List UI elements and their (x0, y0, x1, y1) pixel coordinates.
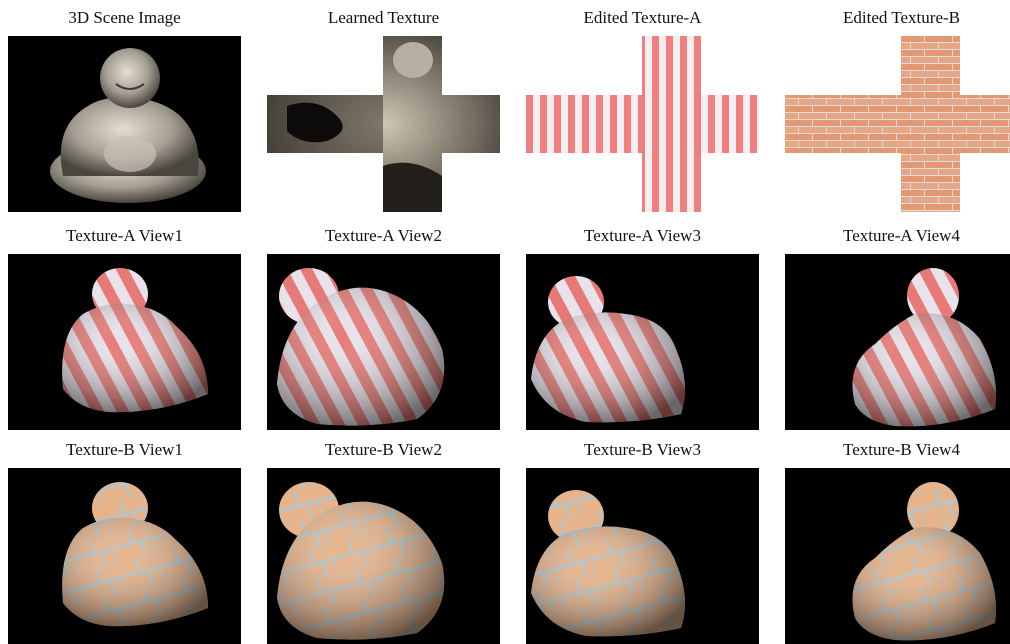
scene-photo (8, 36, 241, 212)
render-brick-view2 (267, 468, 500, 644)
render-stripes-view1 (8, 254, 241, 430)
buddha-statue-stone (50, 48, 206, 203)
stripe-texture-map (526, 36, 759, 212)
panel-caption: 3D Scene Image (68, 8, 181, 27)
panel-caption: Texture-A View1 (66, 226, 183, 245)
learned-texture-map (267, 36, 500, 212)
panel-caption: Texture-B View2 (325, 440, 442, 459)
panel-caption: Texture-B View3 (584, 440, 701, 459)
render-brick-view1 (8, 468, 241, 644)
render-stripes-view4 (785, 254, 1010, 430)
panel-caption: Texture-A View4 (843, 226, 960, 245)
panel-caption: Texture-A View3 (584, 226, 701, 245)
brick-texture-map (785, 36, 1010, 212)
render-brick-view4 (785, 468, 1010, 644)
panel-caption: Texture-B View4 (843, 440, 960, 459)
panel-caption: Learned Texture (327, 8, 440, 27)
panel-caption: Texture-B View1 (66, 440, 183, 459)
panel-caption: Edited Texture-B (843, 8, 960, 27)
panel-caption: Edited Texture-A (583, 8, 702, 27)
panel-caption: Texture-A View2 (325, 226, 442, 245)
render-stripes-view2 (267, 254, 500, 430)
render-brick-view3 (526, 468, 759, 644)
render-stripes-view3 (526, 254, 759, 430)
